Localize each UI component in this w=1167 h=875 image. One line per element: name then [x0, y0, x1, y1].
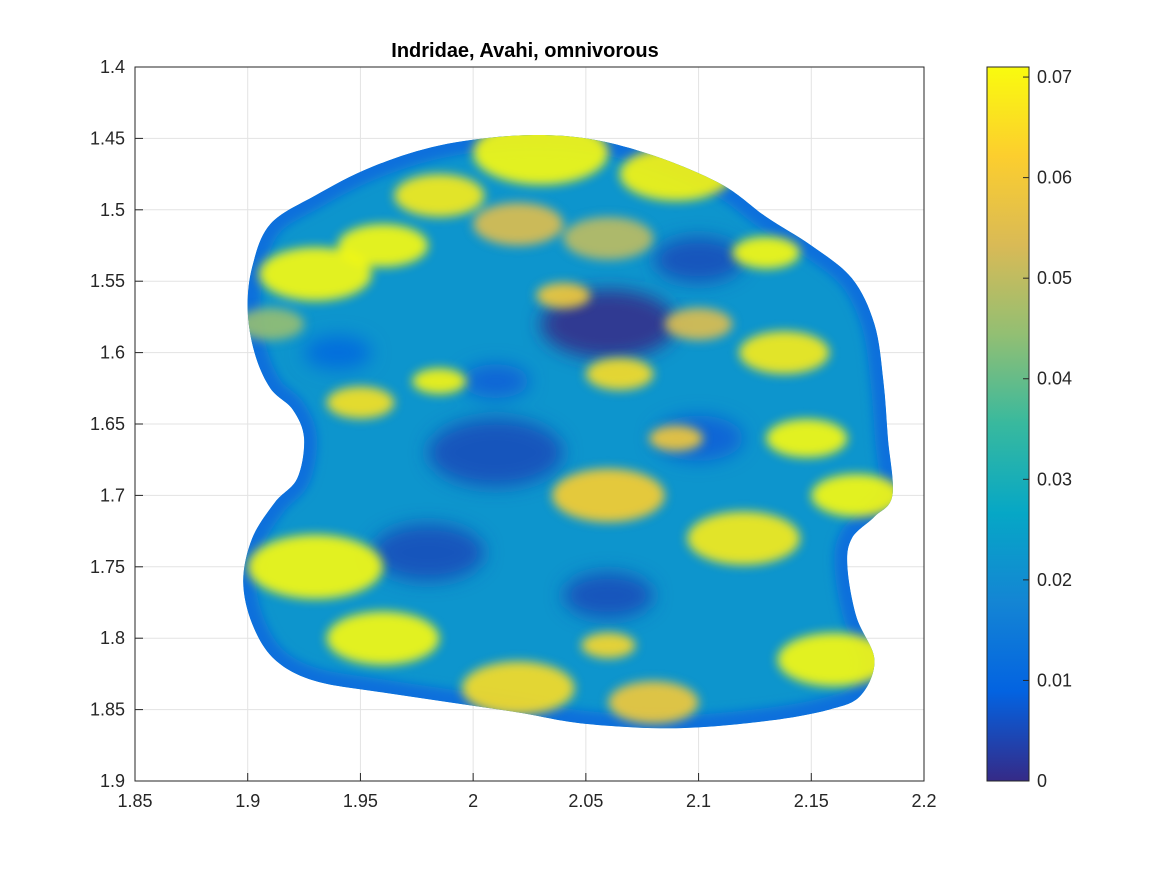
x-tick-label: 2 [468, 791, 478, 811]
hot-spot [258, 247, 372, 301]
hot-spot [552, 468, 665, 523]
cold-spot [428, 418, 564, 487]
y-tick-label: 1.85 [90, 700, 125, 720]
y-tick-label: 1.75 [90, 557, 125, 577]
y-tick-label: 1.9 [100, 771, 125, 791]
colorbar: 0 0.01 0.02 0.03 0.04 0.05 0.06 0.07 [986, 66, 1072, 791]
cold-spot [461, 364, 530, 399]
x-tick-label: 2.15 [794, 791, 829, 811]
hot-spot [326, 611, 440, 665]
cold-spot [371, 523, 485, 582]
surface-base [243, 135, 893, 729]
y-tick-label: 1.8 [100, 628, 125, 648]
x-tick-label: 2.05 [568, 791, 603, 811]
chart-title: Indridae, Avahi, omnivorous [391, 40, 658, 62]
cold-spot [563, 572, 654, 619]
hot-spot [608, 681, 699, 724]
hot-spot [473, 202, 564, 246]
hot-spot [412, 368, 467, 395]
x-tick-label: 1.9 [235, 791, 260, 811]
hot-spot [739, 331, 830, 375]
colorbar-gradient [987, 67, 1029, 781]
x-tick-label: 2.1 [686, 791, 711, 811]
colorbar-tick-label: 0.06 [1037, 168, 1072, 188]
colorbar-tick-label: 0 [1037, 771, 1047, 791]
colorbar-tick-label: 0.01 [1037, 670, 1072, 690]
hot-spot [811, 473, 893, 517]
y-tick-label: 1.55 [90, 271, 125, 291]
hot-spot [326, 386, 395, 419]
hot-regions [243, 135, 893, 724]
hot-spot [337, 224, 429, 267]
hot-spot [394, 174, 485, 217]
hot-spot [777, 632, 891, 687]
y-tick-label: 1.45 [90, 128, 125, 148]
hot-spot [536, 282, 591, 309]
hot-spot [461, 661, 575, 715]
y-tick-label: 1.65 [90, 414, 125, 434]
hot-spot [563, 216, 654, 260]
colorbar-box [986, 66, 1030, 782]
cold-regions [304, 236, 744, 619]
hot-spot [766, 419, 848, 458]
hot-spot [585, 357, 654, 391]
main-axes: 1.85 1.9 1.95 2 2.05 2.1 2.15 2.2 1.41.451.51.5… [90, 40, 937, 811]
colorbar-tick-label: 0.03 [1037, 469, 1072, 489]
hot-spot [648, 425, 704, 452]
x-axis-ticks: 1.85 1.9 1.95 2 2.05 2.1 2.15 2.2 [117, 773, 937, 811]
cold-spot [304, 335, 372, 370]
colorbar-tick-label: 0.02 [1037, 570, 1072, 590]
hot-spot [247, 534, 383, 599]
y-tick-label: 1.5 [100, 200, 125, 220]
y-tick-label: 1.7 [100, 485, 125, 505]
x-tick-label: 2.2 [911, 791, 936, 811]
hot-spot [664, 307, 733, 341]
surface-heatmap [243, 135, 893, 729]
hot-spot [732, 236, 801, 269]
hot-spot [687, 511, 801, 566]
colorbar-tick-label: 0.07 [1037, 67, 1072, 87]
surface-clipped [243, 135, 893, 729]
hot-spot [243, 307, 305, 341]
colorbar-tick-label: 0.04 [1037, 369, 1072, 389]
cold-spot [653, 236, 744, 283]
colorbar-tick-label: 0.05 [1037, 268, 1072, 288]
colorbar-ticks: 0 0.01 0.02 0.03 0.04 0.05 0.06 0.07 [1023, 67, 1072, 791]
y-tick-label: 1.6 [100, 343, 125, 363]
x-tick-label: 1.85 [117, 791, 152, 811]
y-tick-label: 1.4 [100, 57, 125, 77]
x-tick-label: 1.95 [343, 791, 378, 811]
hot-spot [581, 632, 636, 659]
y-axis-ticks: 1.4 1.45 1.5 1.55 1.6 1.65 1.7 1.75 1.8 1.85 1.9 [90, 57, 143, 791]
